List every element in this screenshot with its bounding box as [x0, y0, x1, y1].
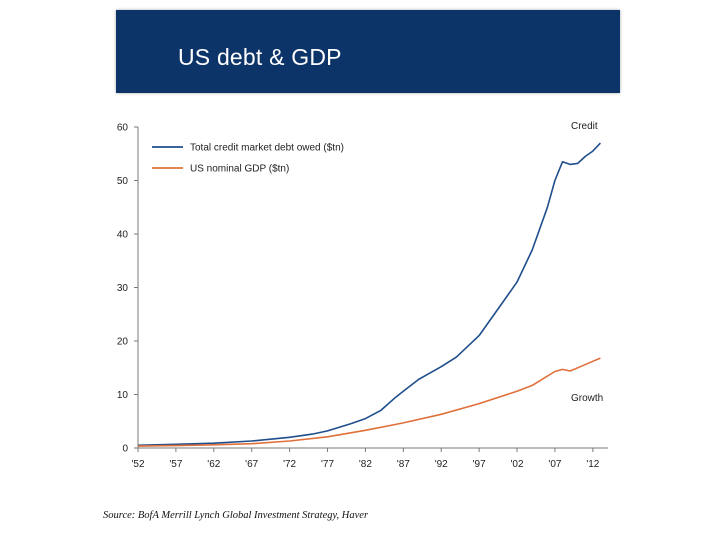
chart-legend: Total credit market debt owed ($tn) US no… [152, 143, 344, 175]
x-tick-label: '67 [245, 459, 258, 470]
x-tick-label: '02 [511, 459, 524, 470]
x-tick-label: '97 [473, 459, 486, 470]
x-tick-label: '57 [169, 459, 182, 470]
chart-axes: 0 10 20 30 40 50 60 '52 '57 '62 '67 '72 '77 '82 '87 '92… [117, 123, 608, 470]
chart-annotations: Credit Growth [571, 121, 603, 404]
growth-annotation: Growth [571, 393, 603, 404]
y-tick-label: 30 [117, 283, 129, 294]
credit-series-line [137, 142, 601, 447]
legend-label: Total credit market debt owed ($tn) [190, 143, 344, 154]
x-tick-label: '92 [435, 459, 448, 470]
x-tick-label: '52 [131, 459, 144, 470]
y-tick-label: 60 [117, 123, 129, 134]
x-tick-label: '77 [321, 459, 334, 470]
x-tick-label: '72 [283, 459, 296, 470]
series-layer [137, 142, 601, 447]
x-tick-label: '62 [207, 459, 220, 470]
y-tick-label: 50 [117, 176, 129, 187]
y-tick-label: 0 [122, 444, 128, 455]
title-banner [116, 10, 620, 93]
y-tick-label: 10 [117, 390, 129, 401]
legend-label: US nominal GDP ($tn) [190, 164, 289, 175]
source-note: Source: BofA Merrill Lynch Global Invest… [103, 510, 369, 521]
x-tick-label: '87 [397, 459, 410, 470]
x-tick-label: '12 [586, 459, 599, 470]
y-tick-label: 20 [117, 337, 129, 348]
y-tick-label: 40 [117, 230, 129, 241]
credit-annotation: Credit [571, 121, 598, 132]
gdp-series-line [137, 357, 601, 447]
page-title: US debt & GDP [178, 44, 342, 70]
x-tick-label: '82 [359, 459, 372, 470]
x-tick-label: '07 [548, 459, 561, 470]
